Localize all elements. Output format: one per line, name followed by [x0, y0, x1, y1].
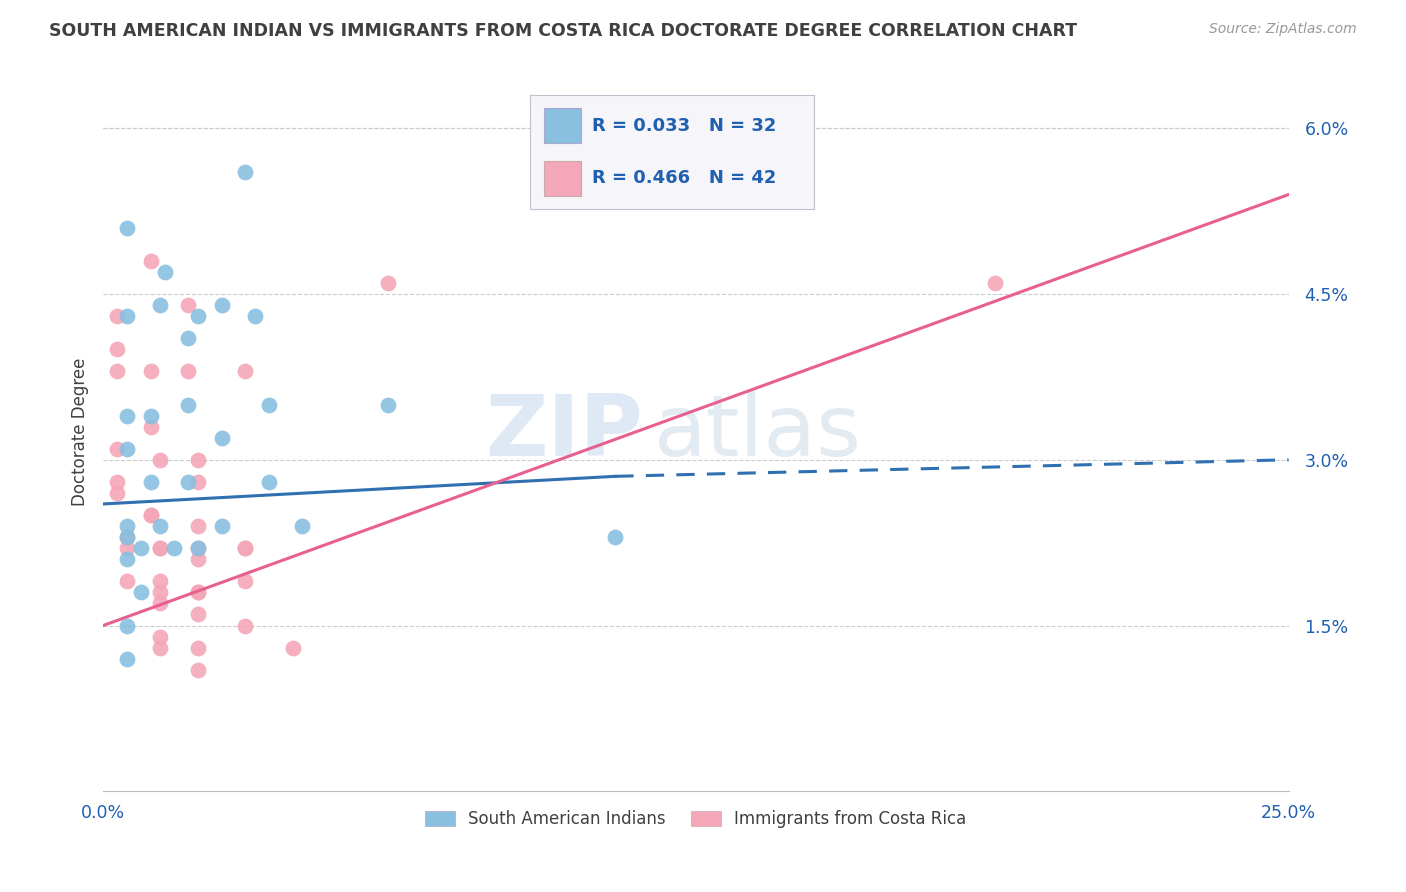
Point: [115, 409, 138, 423]
Point: [187, 663, 209, 677]
Point: [187, 452, 209, 467]
Point: [139, 253, 162, 268]
Point: [291, 519, 314, 533]
Point: [177, 331, 200, 345]
Point: [115, 220, 138, 235]
Y-axis label: Doctorate Degree: Doctorate Degree: [72, 358, 89, 507]
Point: [177, 364, 200, 378]
Point: [105, 309, 128, 323]
Point: [257, 475, 280, 489]
Text: SOUTH AMERICAN INDIAN VS IMMIGRANTS FROM COSTA RICA DOCTORATE DEGREE CORRELATION: SOUTH AMERICAN INDIAN VS IMMIGRANTS FROM…: [49, 22, 1077, 40]
Point: [139, 409, 162, 423]
Point: [235, 541, 257, 556]
Point: [281, 640, 304, 655]
Point: [983, 276, 1005, 290]
Point: [105, 475, 128, 489]
Point: [187, 552, 209, 566]
Point: [605, 530, 627, 544]
Point: [139, 419, 162, 434]
Point: [235, 618, 257, 632]
Point: [115, 519, 138, 533]
Point: [377, 276, 399, 290]
Point: [187, 519, 209, 533]
Point: [149, 640, 172, 655]
Point: [139, 475, 162, 489]
Point: [149, 452, 172, 467]
Point: [139, 508, 162, 522]
Point: [149, 541, 172, 556]
Point: [187, 585, 209, 599]
Point: [149, 574, 172, 589]
Text: atlas: atlas: [654, 391, 862, 474]
Point: [177, 397, 200, 411]
Point: [187, 541, 209, 556]
Point: [115, 530, 138, 544]
Point: [187, 475, 209, 489]
Point: [105, 486, 128, 500]
Point: [115, 651, 138, 665]
Point: [187, 640, 209, 655]
Point: [235, 574, 257, 589]
Point: [115, 618, 138, 632]
Point: [115, 442, 138, 456]
Point: [243, 309, 266, 323]
Point: [163, 541, 186, 556]
Point: [149, 630, 172, 644]
Point: [115, 309, 138, 323]
Point: [187, 607, 209, 622]
Point: [235, 364, 257, 378]
Point: [177, 298, 200, 312]
Point: [149, 596, 172, 610]
Point: [235, 165, 257, 179]
Point: [139, 508, 162, 522]
Text: Source: ZipAtlas.com: Source: ZipAtlas.com: [1209, 22, 1357, 37]
Point: [115, 552, 138, 566]
Point: [153, 265, 176, 279]
Point: [235, 541, 257, 556]
Point: [187, 309, 209, 323]
Point: [115, 541, 138, 556]
Point: [149, 541, 172, 556]
Point: [105, 442, 128, 456]
Point: [149, 298, 172, 312]
Point: [257, 397, 280, 411]
Point: [129, 541, 152, 556]
Point: [187, 585, 209, 599]
Point: [211, 519, 233, 533]
Point: [177, 475, 200, 489]
Point: [129, 585, 152, 599]
Legend: South American Indians, Immigrants from Costa Rica: South American Indians, Immigrants from …: [419, 804, 973, 835]
Point: [115, 574, 138, 589]
Point: [149, 585, 172, 599]
Point: [115, 530, 138, 544]
Point: [139, 364, 162, 378]
Text: ZIP: ZIP: [485, 391, 643, 474]
Point: [377, 397, 399, 411]
Point: [105, 343, 128, 357]
Point: [149, 519, 172, 533]
Point: [105, 364, 128, 378]
Point: [211, 431, 233, 445]
Point: [211, 298, 233, 312]
Point: [187, 541, 209, 556]
